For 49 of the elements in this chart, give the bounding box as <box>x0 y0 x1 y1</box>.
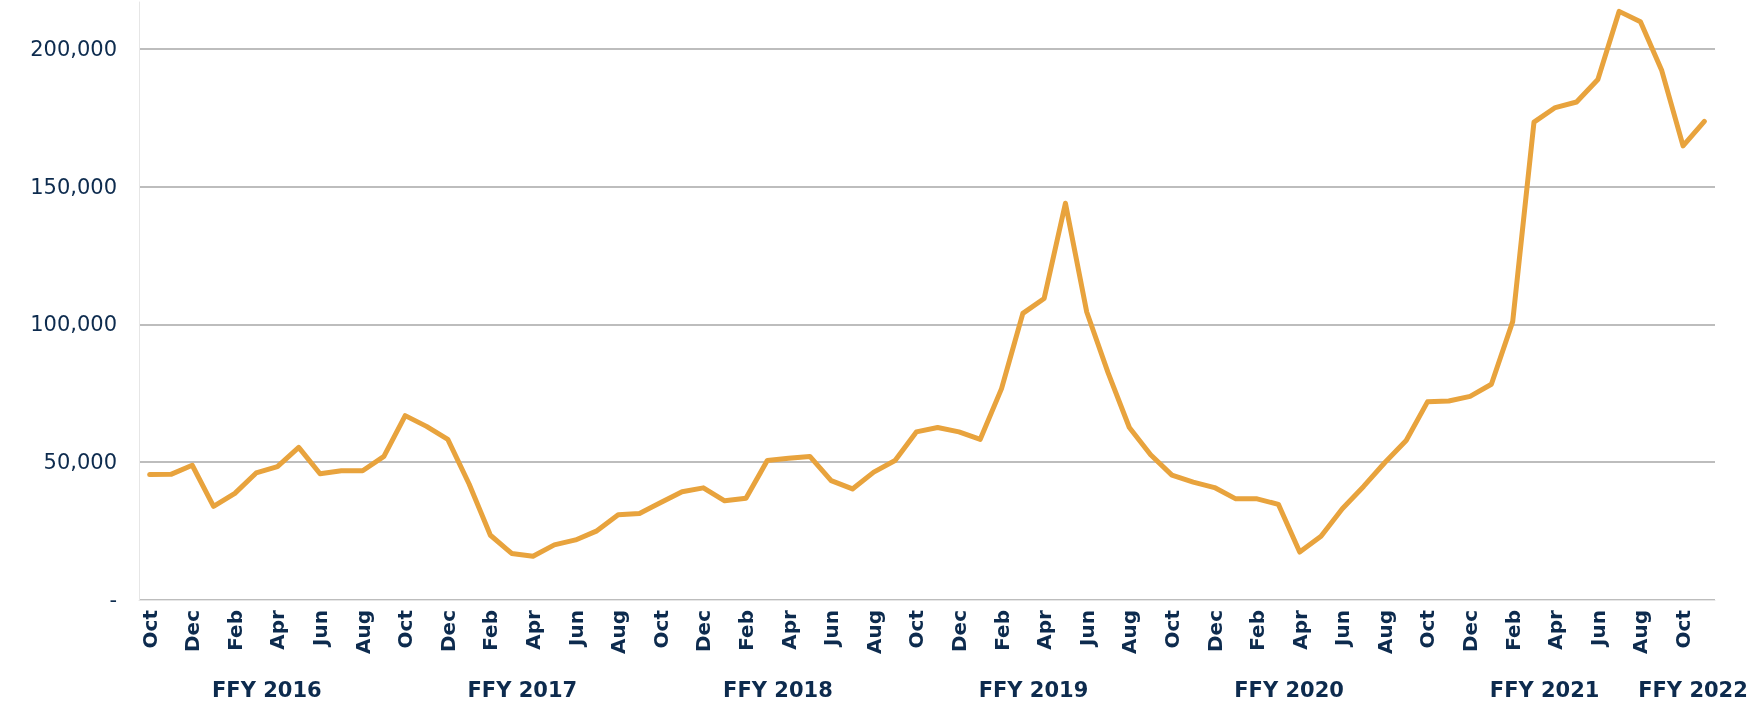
x-tick-label: Oct <box>393 609 418 649</box>
x-tick-label: Feb <box>1500 610 1525 651</box>
x-tick-label: Apr <box>521 609 545 650</box>
text: FFY 2016 <box>211 678 322 702</box>
x-tick-label: Aug <box>606 610 631 655</box>
x-tick-label: Feb <box>733 610 758 651</box>
x-tick-label: Dec <box>691 610 716 653</box>
x-tick-label: Feb <box>478 610 503 651</box>
x-tick-label: Aug <box>861 610 886 655</box>
x-tick-label: Jun <box>563 610 588 648</box>
x-tick-label: Feb <box>1245 610 1270 651</box>
x-tick-label: Jun <box>1330 610 1355 648</box>
x-tick-label: Jun <box>308 610 333 648</box>
x-tick-label: Dec <box>435 610 460 653</box>
x-tick-label: Oct <box>1671 609 1696 649</box>
x-tick-label: Feb <box>222 610 247 651</box>
x-tick-label: Dec <box>1458 610 1483 653</box>
x-tick-label: Dec <box>946 610 971 653</box>
x-tick-label: Jun <box>1585 610 1610 648</box>
x-tick-label: Aug <box>1372 610 1397 655</box>
x-tick-label: Oct <box>904 609 929 649</box>
x-tick-label: Apr <box>1032 609 1057 650</box>
y-tick-label: 50,000 <box>43 450 117 475</box>
x-tick-label: Oct <box>1415 609 1440 649</box>
x-tick-label: Apr <box>265 609 290 650</box>
x-tick-label: Apr <box>1287 609 1312 650</box>
x-tick-label: Oct <box>648 609 673 649</box>
x-tick-label: Dec <box>1202 610 1227 653</box>
x-tick-label: Aug <box>1117 610 1142 655</box>
x-tick-label: Apr <box>776 609 801 650</box>
x-tick-label: Jun <box>1074 610 1099 648</box>
x-tick-label: Oct <box>137 609 162 649</box>
text: FFY 2021 <box>1489 678 1600 702</box>
x-tick-label: Oct <box>1159 609 1184 649</box>
text: FFY 2022 <box>1638 678 1748 702</box>
y-tick-label: 200,000 <box>30 36 117 61</box>
x-tick-label: Dec <box>180 610 205 653</box>
text: FFY 2019 <box>978 678 1089 702</box>
y-tick-label: 100,000 <box>30 312 117 337</box>
y-tick-label: 150,000 <box>30 174 117 199</box>
x-tick-label: Feb <box>989 610 1014 651</box>
text: FFY 2018 <box>723 678 833 702</box>
text: FFY 2020 <box>1234 678 1344 702</box>
x-tick-label: Jun <box>819 610 844 648</box>
x-tick-label: Aug <box>1628 610 1653 655</box>
x-tick-label: Apr <box>1543 609 1568 650</box>
x-tick-label: Aug <box>350 610 375 655</box>
text: FFY 2017 <box>467 678 578 702</box>
y-tick-label: - <box>109 588 117 612</box>
